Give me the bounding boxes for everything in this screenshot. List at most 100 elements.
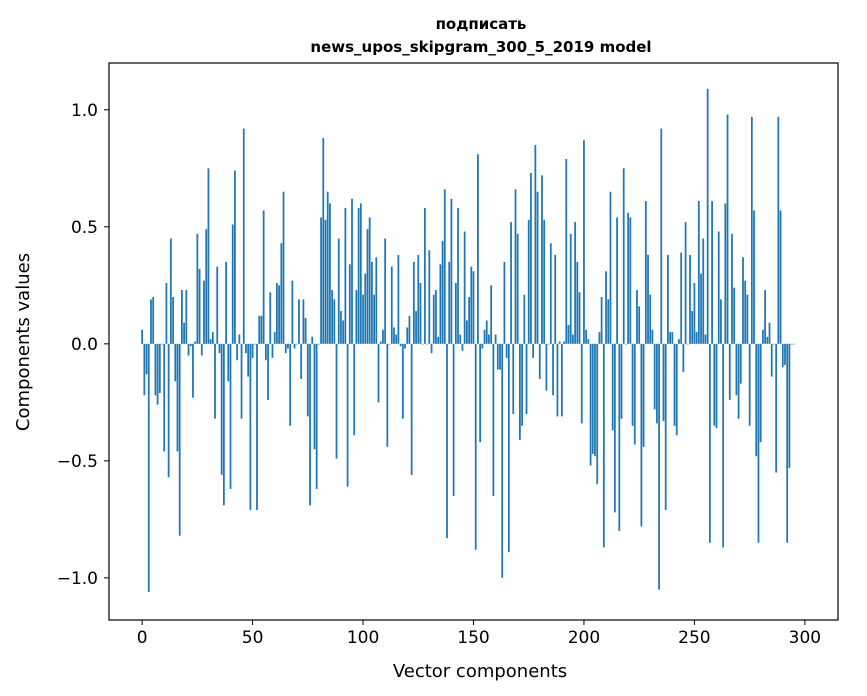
bar (309, 343, 311, 506)
bar (706, 88, 709, 344)
bar (602, 343, 605, 548)
bar (726, 114, 729, 344)
bar (777, 116, 780, 344)
bar (708, 343, 711, 543)
bar (583, 140, 585, 344)
bar (368, 217, 371, 344)
bar (735, 343, 738, 396)
bar (231, 224, 234, 344)
bar (781, 343, 784, 368)
bar (267, 343, 269, 401)
bar (746, 294, 749, 344)
bar (686, 343, 689, 345)
bar (446, 343, 448, 539)
bar (249, 343, 252, 510)
bar (154, 343, 157, 396)
bar (209, 339, 212, 344)
bar (448, 261, 451, 344)
bar (253, 343, 256, 345)
bar (516, 233, 519, 344)
bar (258, 315, 261, 344)
y-tick-label: −0.5 (57, 452, 98, 472)
bar (786, 343, 789, 543)
bar (435, 290, 437, 344)
bar (629, 217, 632, 344)
bar (790, 343, 793, 345)
bar (311, 336, 314, 344)
bar (549, 243, 552, 344)
bar (194, 341, 197, 344)
bar (512, 343, 515, 415)
bar (762, 329, 764, 344)
bar (346, 343, 349, 487)
bar (366, 229, 369, 344)
bar (477, 154, 479, 344)
bar (410, 343, 413, 475)
bar (563, 341, 565, 344)
bar (280, 243, 283, 344)
bar (251, 343, 254, 358)
bar (465, 320, 468, 344)
bar (315, 343, 318, 489)
bar (147, 343, 150, 592)
bar (384, 238, 387, 344)
bar (530, 173, 532, 344)
bar (457, 208, 459, 344)
bar (326, 191, 329, 344)
bar (538, 343, 541, 379)
bar (503, 261, 506, 344)
bar (711, 201, 713, 344)
bar (748, 343, 751, 426)
bar (488, 334, 490, 344)
bar (331, 290, 333, 344)
bar (183, 322, 185, 344)
bar (507, 343, 510, 553)
bar (220, 343, 223, 475)
bar (713, 343, 716, 426)
bar (282, 191, 285, 344)
bar (523, 294, 526, 344)
bar (744, 280, 747, 344)
bar (728, 343, 731, 401)
bar (545, 343, 548, 391)
bar (165, 282, 168, 344)
x-tick-label: 250 (678, 628, 710, 648)
bar (295, 343, 298, 345)
bar (536, 191, 539, 344)
y-axis: −1.0 −0.5 0.0 0.5 1.0 (57, 101, 109, 589)
bar (589, 343, 592, 466)
bar (766, 336, 769, 344)
bar (324, 219, 327, 344)
bar (764, 290, 766, 344)
bar (567, 325, 570, 344)
bar (636, 290, 638, 344)
bar (680, 252, 683, 344)
bar (426, 343, 428, 345)
bar (600, 297, 603, 344)
bar (574, 222, 576, 344)
bar (485, 320, 488, 344)
bar (278, 285, 280, 344)
bar (521, 343, 523, 426)
x-tick-label: 300 (789, 628, 821, 648)
bar (357, 208, 360, 344)
bar (234, 170, 236, 344)
bar (222, 343, 225, 506)
bar (196, 233, 199, 344)
bar (527, 219, 530, 344)
bar (390, 266, 393, 344)
bar (386, 343, 389, 447)
bar (558, 341, 561, 344)
bar (494, 334, 497, 344)
bar (510, 222, 512, 344)
x-axis-label: Vector components (393, 661, 567, 682)
bar (207, 168, 210, 344)
bar (176, 343, 179, 452)
bar (161, 343, 163, 345)
bar (379, 341, 382, 344)
bar (733, 287, 736, 344)
bar (715, 343, 718, 429)
bar (225, 261, 227, 344)
bar (572, 334, 574, 344)
bar (775, 343, 778, 473)
